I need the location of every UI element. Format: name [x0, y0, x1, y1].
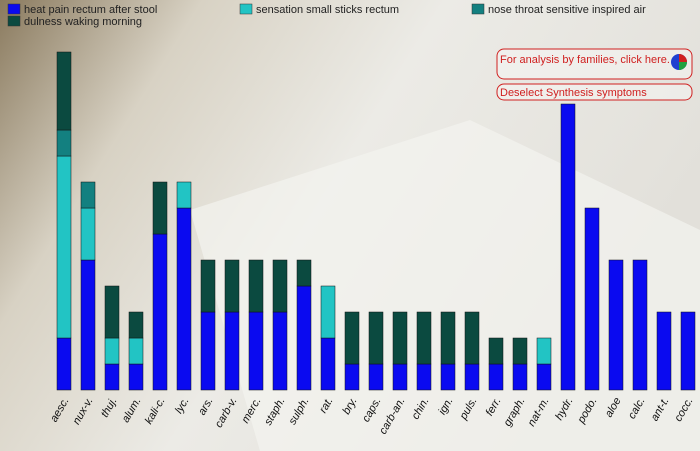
- bar-segment: [176, 181, 192, 209]
- legend-label: heat pain rectum after stool: [24, 4, 157, 16]
- bar-segment: [440, 311, 456, 365]
- bar-segment: [56, 129, 72, 157]
- button-frame[interactable]: [496, 48, 693, 80]
- bar-segment: [512, 363, 528, 391]
- bar-segment: [272, 259, 288, 313]
- bar-segment: [80, 207, 96, 261]
- bar-segment: [560, 103, 576, 391]
- bar-segment: [680, 311, 696, 391]
- bar-segment: [248, 311, 264, 391]
- bar-segment: [152, 233, 168, 391]
- deselect-button[interactable]: Deselect Synthesis symptoms: [496, 83, 693, 101]
- bar-segment: [224, 259, 240, 313]
- legend-swatch: [7, 3, 21, 15]
- bar-segment: [80, 181, 96, 209]
- bar-segment: [128, 311, 144, 339]
- bar-segment: [128, 363, 144, 391]
- bar-segment: [296, 285, 312, 391]
- button-frame[interactable]: [496, 83, 693, 101]
- pie-icon-slice[interactable]: [679, 62, 687, 70]
- bar-segment: [56, 51, 72, 131]
- button-label[interactable]: For analysis by families, click here.: [500, 54, 670, 66]
- bar-segment: [536, 337, 552, 365]
- bar-segment: [296, 259, 312, 287]
- bar-segment: [152, 181, 168, 235]
- bar-segment: [392, 311, 408, 365]
- bar-segment: [608, 259, 624, 391]
- bar-segment: [488, 337, 504, 365]
- bar-segment: [224, 311, 240, 391]
- bar-segment: [200, 259, 216, 313]
- bar-segment: [440, 363, 456, 391]
- bar-segment: [368, 311, 384, 365]
- bar-segment: [416, 363, 432, 391]
- bar-segment: [464, 363, 480, 391]
- bar-segment: [200, 311, 216, 391]
- bar-segment: [104, 285, 120, 339]
- bar-segment: [104, 337, 120, 365]
- bar-segment: [80, 259, 96, 391]
- bar-segment: [512, 337, 528, 365]
- bar-segment: [632, 259, 648, 391]
- legend-swatch: [7, 15, 21, 27]
- button-label[interactable]: Deselect Synthesis symptoms: [500, 87, 647, 99]
- bar-segment: [536, 363, 552, 391]
- bar-segment: [344, 363, 360, 391]
- bar-segment: [488, 363, 504, 391]
- pie-icon-slice[interactable]: [679, 54, 687, 62]
- bar-segment: [416, 311, 432, 365]
- bar-segment: [320, 337, 336, 391]
- bar-segment: [392, 363, 408, 391]
- bar-segment: [464, 311, 480, 365]
- legend-swatch: [471, 3, 485, 15]
- bar-segment: [248, 259, 264, 313]
- legend-label: sensation small sticks rectum: [256, 4, 399, 16]
- bar-segment: [368, 363, 384, 391]
- legend-label: nose throat sensitive inspired air: [488, 4, 646, 16]
- bar-segment: [320, 285, 336, 339]
- bar-segment: [56, 155, 72, 339]
- bar-segment: [584, 207, 600, 391]
- bar-segment: [176, 207, 192, 391]
- bar-segment: [104, 363, 120, 391]
- families-button[interactable]: For analysis by families, click here.: [496, 48, 693, 80]
- legend-swatch: [239, 3, 253, 15]
- bar-segment: [272, 311, 288, 391]
- bar-segment: [128, 337, 144, 365]
- bar-segment: [56, 337, 72, 391]
- bar-segment: [656, 311, 672, 391]
- legend-label: dulness waking morning: [24, 16, 142, 28]
- bar-segment: [344, 311, 360, 365]
